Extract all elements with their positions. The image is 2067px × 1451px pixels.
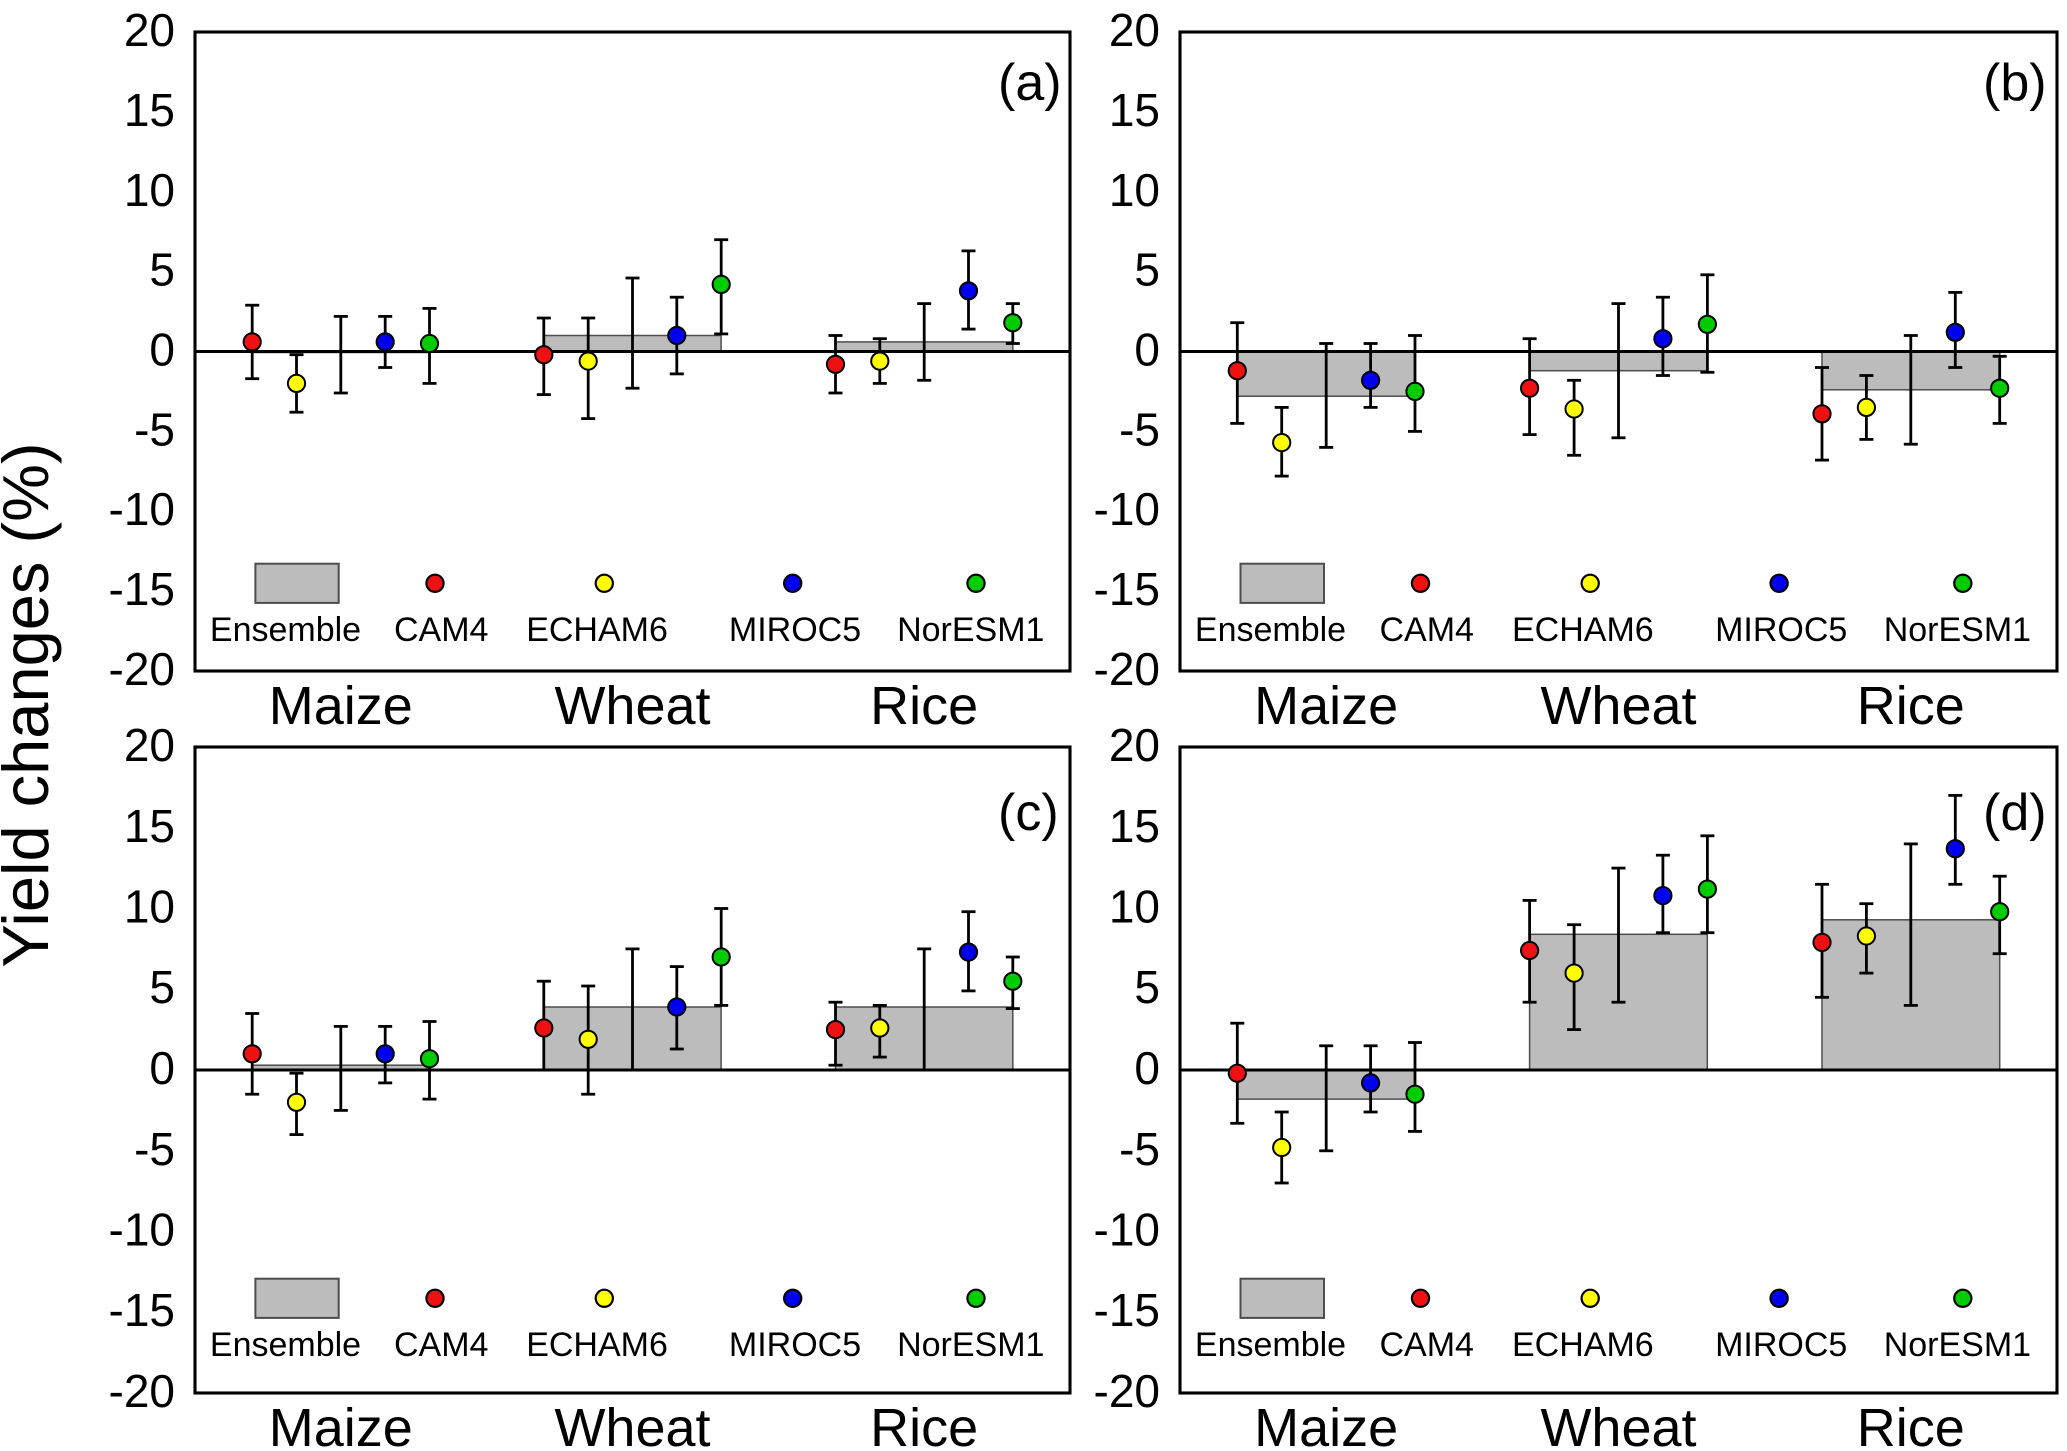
svg-text:-5: -5 [134, 1123, 175, 1175]
svg-text:0: 0 [1134, 324, 1160, 376]
svg-text:ECHAM6: ECHAM6 [526, 611, 668, 649]
svg-text:-5: -5 [134, 403, 175, 455]
svg-text:-20: -20 [1094, 1365, 1160, 1417]
svg-text:MIROC5: MIROC5 [729, 1326, 861, 1364]
svg-text:0: 0 [149, 324, 175, 376]
svg-text:-15: -15 [1094, 563, 1160, 615]
svg-text:20: 20 [1109, 719, 1160, 771]
svg-text:-10: -10 [1094, 483, 1160, 535]
svg-text:-15: -15 [109, 563, 175, 615]
svg-text:CAM4: CAM4 [394, 611, 488, 649]
svg-text:NorESM1: NorESM1 [897, 611, 1044, 649]
svg-text:5: 5 [149, 244, 175, 296]
svg-text:Maize: Maize [269, 676, 413, 736]
svg-text:Maize: Maize [1254, 1398, 1398, 1451]
svg-text:MIROC5: MIROC5 [1715, 611, 1847, 649]
svg-text:(a): (a) [998, 54, 1062, 112]
svg-text:10: 10 [124, 881, 175, 933]
svg-text:ECHAM6: ECHAM6 [1512, 1326, 1654, 1364]
svg-text:0: 0 [1134, 1042, 1160, 1094]
svg-text:Wheat: Wheat [1540, 676, 1696, 736]
svg-text:MIROC5: MIROC5 [1715, 1326, 1847, 1364]
svg-text:5: 5 [149, 961, 175, 1013]
svg-text:ECHAM6: ECHAM6 [526, 1326, 668, 1364]
svg-text:NorESM1: NorESM1 [897, 1326, 1044, 1364]
svg-text:(b): (b) [1983, 54, 2047, 112]
svg-text:15: 15 [124, 800, 175, 852]
svg-text:15: 15 [1109, 800, 1160, 852]
svg-text:Rice: Rice [1857, 1398, 1965, 1451]
svg-text:-10: -10 [1094, 1204, 1160, 1256]
svg-text:-10: -10 [109, 483, 175, 535]
svg-text:10: 10 [124, 164, 175, 216]
svg-text:-20: -20 [1094, 643, 1160, 695]
svg-text:(d): (d) [1983, 784, 2047, 842]
svg-text:0: 0 [149, 1042, 175, 1094]
svg-text:Maize: Maize [1254, 676, 1398, 736]
svg-text:Wheat: Wheat [554, 1398, 710, 1451]
svg-text:Wheat: Wheat [554, 676, 710, 736]
svg-text:NorESM1: NorESM1 [1884, 1326, 2031, 1364]
svg-text:Rice: Rice [870, 676, 978, 736]
svg-text:CAM4: CAM4 [1380, 611, 1474, 649]
svg-text:MIROC5: MIROC5 [729, 611, 861, 649]
svg-text:NorESM1: NorESM1 [1884, 611, 2031, 649]
svg-text:-15: -15 [109, 1284, 175, 1336]
svg-text:Yield changes (%): Yield changes (%) [0, 442, 62, 967]
svg-text:5: 5 [1134, 244, 1160, 296]
svg-text:Rice: Rice [870, 1398, 978, 1451]
svg-text:-20: -20 [109, 643, 175, 695]
svg-text:-5: -5 [1119, 1123, 1160, 1175]
svg-text:Maize: Maize [269, 1398, 413, 1451]
svg-text:Ensemble: Ensemble [1195, 1326, 1346, 1364]
svg-text:10: 10 [1109, 881, 1160, 933]
svg-text:CAM4: CAM4 [1380, 1326, 1474, 1364]
svg-text:15: 15 [1109, 84, 1160, 136]
svg-text:10: 10 [1109, 164, 1160, 216]
svg-text:Ensemble: Ensemble [210, 611, 361, 649]
svg-text:-15: -15 [1094, 1284, 1160, 1336]
svg-text:5: 5 [1134, 961, 1160, 1013]
svg-text:Ensemble: Ensemble [210, 1326, 361, 1364]
svg-text:-20: -20 [109, 1365, 175, 1417]
svg-text:15: 15 [124, 84, 175, 136]
svg-text:ECHAM6: ECHAM6 [1512, 611, 1654, 649]
svg-text:-10: -10 [109, 1204, 175, 1256]
svg-text:CAM4: CAM4 [394, 1326, 488, 1364]
svg-text:Rice: Rice [1857, 676, 1965, 736]
svg-text:(c): (c) [998, 784, 1059, 842]
svg-text:Wheat: Wheat [1540, 1398, 1696, 1451]
svg-text:20: 20 [1109, 4, 1160, 56]
svg-text:-5: -5 [1119, 403, 1160, 455]
svg-text:20: 20 [124, 4, 175, 56]
svg-text:Ensemble: Ensemble [1195, 611, 1346, 649]
svg-text:20: 20 [124, 719, 175, 771]
